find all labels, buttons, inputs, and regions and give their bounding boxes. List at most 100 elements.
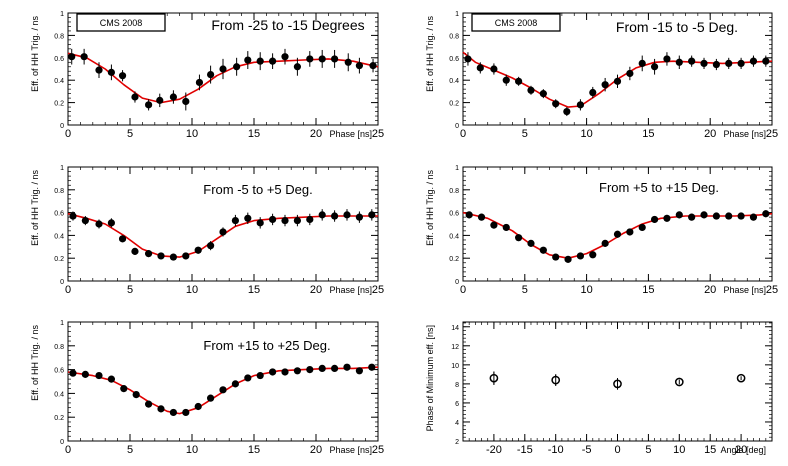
data-point [145,250,153,258]
data-point [576,252,585,260]
data-point [527,86,535,94]
data-point [749,57,758,65]
y-tick-label: 0.4 [54,233,64,240]
x-axis-label: Phase [ns] [723,129,766,139]
y-tick-label: 0 [60,123,64,130]
panel-title: From +5 to +15 Deg. [599,180,719,195]
y-tick-label: 0.6 [449,56,459,63]
x-tick-label: 0 [65,128,71,140]
data-point [306,366,314,374]
data-point [145,101,153,109]
data-point [293,367,301,375]
x-tick-label: 5 [127,128,133,140]
data-point [700,211,708,219]
data-point [231,216,239,225]
data-point [477,213,486,221]
x-tick-label: 20 [704,284,716,296]
y-tick-label: 10 [451,363,459,370]
data-point [306,55,314,63]
data-point [244,374,252,382]
x-tick-label: 15 [248,128,260,140]
data-point [700,59,708,67]
data-point [515,77,523,85]
data-point [157,252,165,260]
data-point [169,93,177,101]
data-point [233,63,241,71]
data-point [552,100,560,108]
data-point [601,239,609,247]
y-tick-label: 0.2 [54,256,64,263]
data-point [81,370,89,378]
y-tick-label: 1 [60,320,64,327]
x-axis-label: Phase [ns] [329,445,372,455]
x-axis-label: Angle [deg] [720,445,766,455]
data-point [675,58,683,66]
data-point [464,55,472,63]
data-point [207,242,215,250]
panel-title: From -5 to +5 Deg. [203,182,312,197]
y-tick-label: 0 [60,439,64,446]
data-point [638,59,646,67]
panel-title: From -25 to -15 Degrees [211,17,364,33]
x-tick-label: 10 [580,284,592,296]
data-point [131,93,139,101]
data-point [663,55,671,63]
x-tick-label: 25 [372,444,384,456]
y-tick-label: 2 [455,439,459,446]
y-axis-label: Eff. of HH Trig. / ns [30,16,40,92]
data-point [589,251,597,259]
data-point [69,212,77,220]
y-tick-label: 0.2 [54,415,64,422]
cms-tag-box [76,13,166,32]
y-axis-label: Eff. of HH Trig. / ns [425,16,435,92]
x-tick-label: -20 [486,444,502,456]
y-axis-label: Eff. of HH Trig. / ns [425,170,435,246]
x-tick-label: 20 [310,444,322,456]
data-point [107,68,115,76]
y-tick-label: 0.2 [54,101,64,108]
y-tick-label: 0.4 [54,391,64,398]
x-tick-label: 0 [65,444,71,456]
y-tick-label: 1 [455,11,459,18]
x-tick-label: 5 [645,444,651,456]
data-point [515,234,523,242]
x-axis-label: Phase [ns] [723,285,766,295]
data-point [281,216,289,225]
x-tick-label: 5 [127,284,133,296]
data-point [293,63,301,71]
data-point [688,213,696,221]
x-tick-label: 15 [248,284,260,296]
data-point [318,55,326,63]
data-point [195,78,204,87]
data-point [502,76,510,84]
data-point [663,214,671,222]
plot-frame [462,166,773,282]
data-point [749,213,758,221]
cms-tag-box [471,13,561,32]
y-tick-label: 0.6 [54,211,64,218]
data-point [69,369,77,377]
y-tick-label: 1 [60,11,64,18]
panel-6: -20 -15 -10 -5 0 5 10 15 20 2 4 6 8 10 12 14 Angle [deg]… [425,321,773,456]
data-point [344,58,352,66]
y-tick-label: 0.2 [449,101,459,108]
data-point [564,255,572,263]
data-point [318,211,326,219]
data-point [688,57,696,65]
x-tick-label: 20 [704,128,716,140]
data-point [169,253,177,261]
y-axis-label: Eff. of HH Trig. / ns [30,170,40,246]
y-tick-label: 0.8 [54,188,64,195]
data-point [650,63,659,71]
plot-frame [67,321,379,442]
data-point [601,81,609,89]
data-point [269,57,277,65]
x-tick-label: 25 [766,128,778,140]
x-tick-label: 25 [372,284,384,296]
x-axis-label: Phase [ns] [329,285,372,295]
x-tick-label: 10 [186,128,198,140]
data-point [207,71,215,79]
data-point [712,212,720,220]
data-point [490,221,498,229]
data-point [552,253,560,261]
